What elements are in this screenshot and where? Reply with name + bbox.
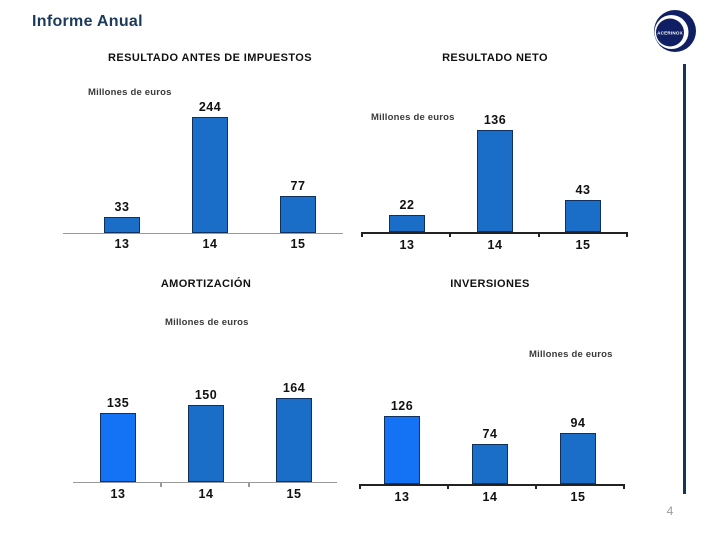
bar — [472, 444, 508, 484]
axis-tick — [248, 482, 250, 487]
category-label: 15 — [290, 237, 306, 251]
x-axis — [362, 232, 627, 234]
bar-value-label: 33 — [114, 200, 130, 214]
category-label: 14 — [202, 237, 218, 251]
bar-value-label: 164 — [282, 381, 306, 395]
bar-value-label: 77 — [290, 179, 306, 193]
axis-tick — [535, 484, 537, 489]
bar-value-label: 126 — [390, 399, 414, 413]
bar-value-label: 43 — [575, 183, 591, 197]
plot-area: 33 13 244 14 77 15 — [60, 50, 350, 262]
logo-inner-disc — [656, 18, 684, 47]
bar — [560, 433, 596, 484]
x-axis — [360, 484, 624, 486]
axis-tick — [447, 484, 449, 489]
unit-label: Millones de euros — [88, 87, 172, 98]
axis-tick — [623, 484, 625, 489]
category-label: 14 — [198, 487, 214, 501]
bar-value-label: 94 — [570, 416, 586, 430]
bar — [192, 117, 228, 233]
axis-tick — [537, 232, 540, 237]
category-label: 15 — [570, 490, 586, 504]
bar — [280, 196, 316, 233]
axis-tick — [449, 232, 452, 237]
acerinox-logo: ACERINOX — [654, 10, 696, 52]
bar-value-label: 150 — [194, 388, 218, 402]
axis-tick — [626, 232, 628, 237]
plot-area: 126 13 74 14 94 15 — [350, 273, 636, 507]
page-title: Informe Anual — [32, 13, 143, 30]
bar — [100, 413, 136, 482]
chart-resultado-neto: RESULTADO NETO Millones de euros 22 13 136… — [355, 50, 635, 262]
chart-title: RESULTADO NETO — [442, 52, 548, 64]
category-label: 15 — [286, 487, 302, 501]
category-label: 13 — [399, 238, 415, 252]
chart-inversiones: INVERSIONES Millones de euros 126 13 74 14 9… — [350, 273, 636, 507]
plot-area: 22 13 136 14 43 15 — [355, 50, 635, 262]
plot-area: 135 13 150 14 164 15 — [60, 273, 350, 505]
bar — [384, 416, 420, 484]
axis-tick — [361, 232, 363, 237]
chart-resultado-antes-de-impuestos: RESULTADO ANTES DE IMPUESTOS Millones de… — [60, 50, 350, 262]
x-axis — [73, 482, 337, 483]
bar — [104, 217, 140, 233]
bar-value-label: 22 — [399, 198, 415, 212]
page-number: 4 — [666, 504, 674, 518]
category-label: 13 — [110, 487, 126, 501]
bar-value-label: 135 — [106, 396, 130, 410]
axis-tick — [359, 484, 361, 489]
logo-text: ACERINOX — [657, 31, 684, 36]
chart-amortizacion: AMORTIZACIÓN Millones de euros 135 13 150 1… — [60, 273, 350, 505]
bar-value-label: 244 — [198, 100, 222, 114]
bar-value-label: 136 — [483, 113, 507, 127]
category-label: 14 — [482, 490, 498, 504]
chart-title: AMORTIZACIÓN — [160, 278, 252, 290]
bar-value-label: 74 — [482, 427, 498, 441]
unit-label: Millones de euros — [371, 112, 455, 123]
unit-label: Millones de euros — [529, 349, 613, 360]
vertical-accent-line — [683, 64, 686, 494]
category-label: 14 — [487, 238, 503, 252]
bar — [276, 398, 312, 482]
bar — [565, 200, 601, 232]
chart-title: INVERSIONES — [450, 278, 530, 290]
category-label: 13 — [114, 237, 130, 251]
x-axis — [63, 233, 343, 234]
bar — [188, 405, 224, 482]
axis-tick — [160, 482, 162, 487]
category-label: 13 — [394, 490, 410, 504]
chart-title: RESULTADO ANTES DE IMPUESTOS — [108, 52, 312, 64]
bar — [389, 215, 425, 232]
category-label: 15 — [575, 238, 591, 252]
bar — [477, 130, 513, 232]
unit-label: Millones de euros — [165, 317, 249, 328]
